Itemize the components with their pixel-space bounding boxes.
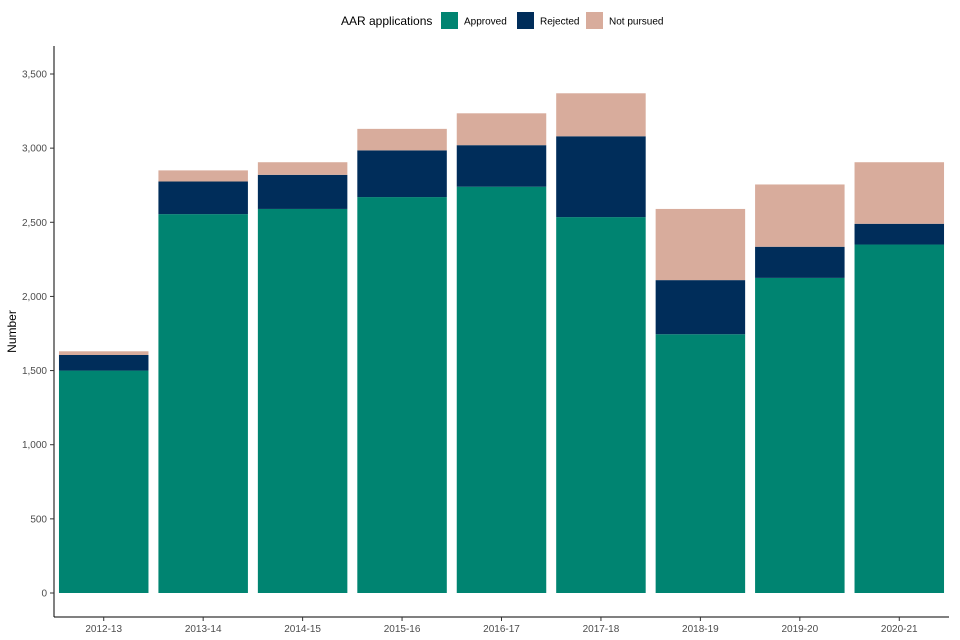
x-tick-label: 2020-21 bbox=[881, 624, 918, 635]
bar-rejected-2018-19 bbox=[655, 280, 746, 335]
legend-label-approved: Approved bbox=[464, 17, 507, 28]
y-tick-label: 1,000 bbox=[22, 440, 47, 451]
bar-not-pursued-2018-19 bbox=[655, 208, 746, 281]
y-axis: 0 500 1,000 1,500 2,000 2,500 3,000 3,500 bbox=[22, 46, 55, 617]
bar-not-pursued-2020-21 bbox=[854, 162, 945, 224]
bar-rejected-2017-18 bbox=[556, 136, 646, 218]
x-tick-label: 2013-14 bbox=[185, 624, 222, 635]
bar-rejected-2014-15 bbox=[257, 174, 348, 209]
legend-key-rejected bbox=[517, 12, 534, 29]
bar-not-pursued-2014-15 bbox=[257, 162, 348, 175]
bar-rejected-2020-21 bbox=[854, 223, 945, 245]
legend-key-approved bbox=[441, 12, 458, 29]
bar-approved-2020-21 bbox=[854, 244, 945, 593]
x-tick-label: 2019-20 bbox=[781, 624, 818, 635]
legend-label-not-pursued: Not pursued bbox=[609, 17, 663, 28]
bar-not-pursued-2015-16 bbox=[357, 128, 447, 151]
y-tick-label: 3,500 bbox=[22, 70, 47, 81]
y-tick-label: 500 bbox=[30, 514, 47, 525]
y-tick-label: 1,500 bbox=[22, 366, 47, 377]
x-tick-label: 2016-17 bbox=[483, 624, 520, 635]
bar-not-pursued-2013-14 bbox=[158, 170, 248, 182]
bar-rejected-2013-14 bbox=[158, 181, 248, 215]
legend-label-rejected: Rejected bbox=[540, 17, 579, 28]
bar-not-pursued-2016-17 bbox=[456, 113, 547, 146]
y-axis-title: Number bbox=[5, 310, 19, 353]
x-tick-label: 2017-18 bbox=[583, 624, 620, 635]
y-tick-label: 0 bbox=[41, 589, 47, 600]
bar-rejected-2012-13 bbox=[58, 355, 149, 371]
legend: AAR applications Approved Rejected Not pur… bbox=[341, 12, 663, 29]
bar-rejected-2015-16 bbox=[357, 150, 447, 198]
bar-approved-2014-15 bbox=[257, 208, 348, 593]
bar-approved-2017-18 bbox=[556, 217, 646, 593]
bar-not-pursued-2019-20 bbox=[755, 184, 845, 247]
bar-approved-2015-16 bbox=[357, 197, 447, 593]
bar-rejected-2019-20 bbox=[755, 246, 845, 278]
y-tick-label: 2,000 bbox=[22, 292, 47, 303]
bar-not-pursued-2012-13 bbox=[58, 351, 149, 355]
x-tick-label: 2018-19 bbox=[682, 624, 719, 635]
legend-key-not-pursued bbox=[586, 12, 603, 29]
x-axis: 2012-13 2013-14 2014-15 2015-16 2016-17 2017-… bbox=[54, 616, 949, 635]
x-tick-label: 2014-15 bbox=[284, 624, 321, 635]
bar-not-pursued-2017-18 bbox=[556, 93, 646, 137]
bar-approved-2013-14 bbox=[158, 214, 248, 593]
y-tick-label: 2,500 bbox=[22, 218, 47, 229]
bar-approved-2016-17 bbox=[456, 186, 547, 593]
x-tick-label: 2015-16 bbox=[384, 624, 421, 635]
bar-rejected-2016-17 bbox=[456, 145, 547, 187]
bar-approved-2018-19 bbox=[655, 334, 746, 593]
bar-approved-2019-20 bbox=[755, 277, 845, 593]
bar-approved-2012-13 bbox=[58, 370, 149, 593]
x-tick-label: 2012-13 bbox=[85, 624, 122, 635]
y-tick-label: 3,000 bbox=[22, 144, 47, 155]
legend-title: AAR applications bbox=[341, 14, 432, 28]
bars bbox=[58, 93, 945, 593]
